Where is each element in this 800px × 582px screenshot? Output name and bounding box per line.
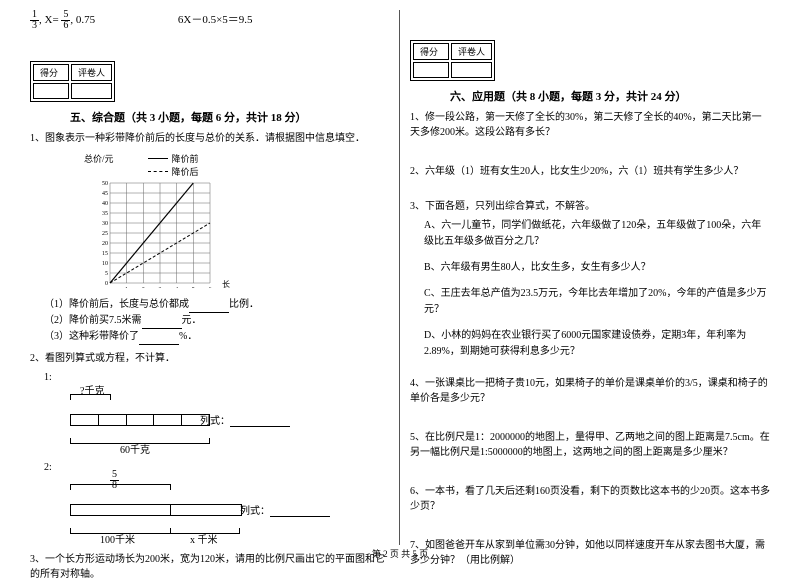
svg-text:6: 6 bbox=[209, 287, 212, 288]
line-chart-svg: 0 5 10 15 20 25 30 35 40 45 50 bbox=[90, 178, 230, 288]
svg-text:1: 1 bbox=[125, 287, 128, 288]
left-column: 13, X= 56, 0.75 6X－0.5×5＝9.5 得分评卷人 五、综合题… bbox=[20, 10, 400, 545]
q6-6: 6、一本书，看了几天后还剩160页没看，剩下的页数比这本书的少20页。这本书多少… bbox=[410, 484, 770, 514]
svg-text:50: 50 bbox=[102, 181, 108, 187]
svg-text:45: 45 bbox=[102, 191, 108, 197]
svg-text:20: 20 bbox=[102, 241, 108, 247]
svg-text:10: 10 bbox=[102, 261, 108, 267]
svg-text:长度/米: 长度/米 bbox=[222, 279, 230, 288]
q5-1a: （1）降价前后，长度与总价都成比例． bbox=[44, 297, 389, 313]
svg-text:5: 5 bbox=[192, 287, 195, 288]
q6-1: 1、修一段公路，第一天修了全长的30%，第二天修了全长的40%，第二天比第一天多… bbox=[410, 110, 770, 140]
score-box-2: 得分评卷人 bbox=[410, 40, 495, 81]
svg-text:25: 25 bbox=[102, 231, 108, 237]
score-box: 得分评卷人 bbox=[30, 61, 115, 102]
q5-1b: （2）降价前买7.5米需元． bbox=[44, 313, 389, 329]
right-column: 得分评卷人 六、应用题（共 8 小题，每题 3 分，共计 24 分） 1、修一段… bbox=[400, 10, 780, 545]
q5-1c: （3）这种彩带降价了%． bbox=[44, 329, 389, 345]
q6-3d: D、小林的妈妈在农业银行买了6000元国家建设债券，定期3年，年利率为2.89%… bbox=[424, 328, 770, 360]
diagram-1: ?千克 60千克 列式： bbox=[70, 394, 389, 444]
section5-title: 五、综合题（共 3 小题，每题 6 分，共计 18 分） bbox=[70, 109, 389, 125]
q6-3a: A、六一儿童节，同学们做纸花，六年级做了120朵，五年级做了100朵，六年级比五… bbox=[424, 218, 770, 250]
svg-text:3: 3 bbox=[159, 287, 162, 288]
svg-text:15: 15 bbox=[102, 251, 108, 257]
q5-3: 3、一个长方形运动场长为200米，宽为120米，请用的比例尺画出它的平面图和它的… bbox=[30, 552, 389, 582]
section6-title: 六、应用题（共 8 小题，每题 3 分，共计 24 分） bbox=[450, 88, 770, 104]
svg-text:2: 2 bbox=[142, 287, 145, 288]
svg-text:4: 4 bbox=[175, 287, 178, 288]
q6-2: 2、六年级（1）班有女生20人，比女生少20%，六（1）班共有学生多少人？ bbox=[410, 164, 770, 179]
svg-text:35: 35 bbox=[102, 211, 108, 217]
svg-text:0: 0 bbox=[105, 281, 108, 287]
svg-text:30: 30 bbox=[102, 221, 108, 227]
svg-text:40: 40 bbox=[102, 201, 108, 207]
diagram-2: 58 100千米 x 千米 列式： bbox=[70, 484, 389, 534]
q6-5: 5、在比例尺是1：2000000的地图上，量得甲、乙两地之间的图上距离是7.5c… bbox=[410, 430, 770, 460]
chart: 总价/元 降价前 降价后 bbox=[90, 152, 389, 291]
q5-2: 2、看图列算式或方程，不计算． bbox=[30, 351, 389, 366]
top-equations: 13, X= 56, 0.75 6X－0.5×5＝9.5 bbox=[30, 10, 389, 31]
q6-3c: C、王庄去年总产值为23.5万元，今年比去年增加了20%，今年的产值是多少万元？ bbox=[424, 286, 770, 318]
q6-7: 7、如图爸爸开车从家到单位需30分钟，如他以同样速度开车从家去图书大厦，需多少分… bbox=[410, 538, 770, 568]
q5-1: 1、图象表示一种彩带降价前后的长度与总价的关系．请根据图中信息填空． bbox=[30, 131, 389, 146]
q6-3: 3、下面各题，只列出综合算式，不解答。 bbox=[410, 199, 770, 214]
q6-3b: B、六年级有男生80人，比女生多，女生有多少人？ bbox=[424, 260, 770, 276]
svg-text:5: 5 bbox=[105, 271, 108, 277]
q6-4: 4、一张课桌比一把椅子贵10元，如果椅子的单价是课桌单价的3/5，课桌和椅子的单… bbox=[410, 376, 770, 406]
